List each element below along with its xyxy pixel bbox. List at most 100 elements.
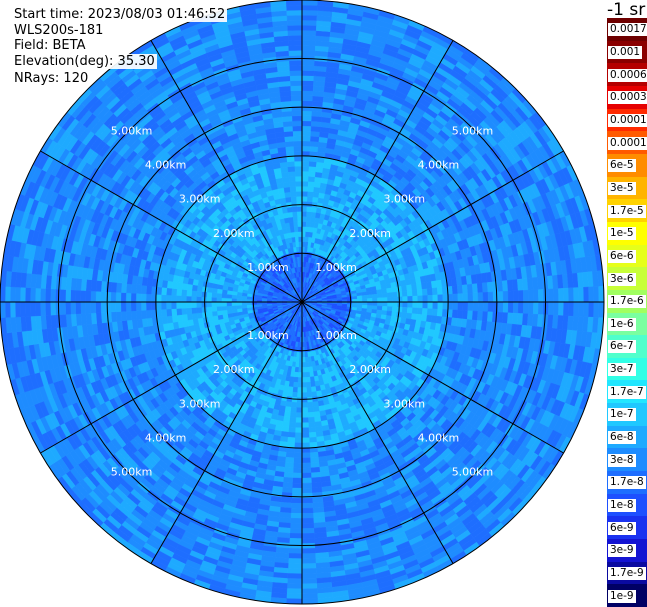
beta-gate: [462, 301, 469, 311]
beta-gate: [307, 186, 315, 193]
beta-gate: [288, 558, 303, 564]
beta-gate: [431, 308, 438, 317]
beta-gate: [301, 487, 313, 494]
beta-gate: [288, 426, 296, 433]
beta-gate: [301, 533, 315, 539]
beta-gate: [301, 186, 309, 192]
beta-gate: [305, 376, 311, 383]
beta-gate: [477, 292, 484, 303]
beta-gate: [307, 401, 314, 408]
beta-gate: [304, 361, 310, 368]
beta-gate: [301, 583, 318, 590]
beta-gate: [401, 312, 408, 319]
beta-gate: [301, 105, 313, 112]
beta-gate: [292, 386, 298, 393]
beta-gate: [416, 289, 423, 297]
beta-gate: [287, 578, 303, 585]
beta-gate: [386, 306, 393, 312]
beta-gate: [401, 285, 408, 292]
beta-gate: [563, 301, 569, 317]
beta-gate: [294, 437, 303, 444]
beta-gate: [309, 156, 318, 163]
beta-gate: [377, 297, 383, 303]
beta-gate: [301, 120, 312, 127]
beta-gate: [301, 568, 317, 575]
beta-gate: [563, 287, 569, 303]
beta-gate: [293, 452, 303, 459]
beta-gate: [301, 497, 313, 504]
beta-gate: [301, 527, 315, 534]
beta-gate: [309, 451, 319, 459]
beta-gate: [411, 307, 418, 315]
beta-gate: [301, 196, 308, 202]
beta-gate: [287, 568, 303, 575]
beta-gate: [309, 376, 315, 383]
beta-gate: [427, 294, 434, 303]
beta-gate: [301, 75, 315, 82]
beta-gate: [287, 573, 303, 580]
beta-gate: [301, 165, 310, 172]
beta-gate: [437, 301, 444, 310]
beta-gate: [371, 293, 378, 299]
beta-gate: [301, 367, 306, 373]
beta-gate: [527, 289, 534, 303]
beta-gate: [306, 396, 313, 403]
beta-gate: [297, 372, 303, 378]
beta-gate: [471, 310, 479, 321]
beta-gate: [290, 517, 303, 524]
beta-gate: [297, 377, 303, 383]
beta-gate: [402, 301, 408, 308]
beta-gate: [301, 472, 312, 479]
beta-gate: [301, 145, 311, 152]
beta-gate: [391, 286, 398, 293]
beta-gate: [457, 301, 464, 311]
beta-gate: [381, 306, 388, 312]
beta-gate: [492, 301, 499, 313]
beta-gate: [442, 294, 449, 303]
beta-gate: [301, 512, 314, 519]
beta-gate: [306, 201, 313, 208]
beta-gate: [293, 376, 299, 383]
beta-gate: [406, 312, 413, 320]
beta-gate: [522, 289, 529, 303]
beta-gate: [290, 502, 303, 509]
beta-gate: [308, 426, 316, 433]
beta-gate: [281, 486, 293, 494]
beta-gate: [309, 441, 318, 448]
beta-gate: [486, 311, 494, 323]
beta-gate: [306, 386, 312, 393]
beta-gate: [553, 301, 559, 316]
beta-gate: [301, 548, 316, 554]
beta-gate: [286, 593, 303, 600]
beta-gate: [292, 482, 303, 489]
beta-gate: [301, 578, 317, 585]
beta-gate: [558, 288, 564, 303]
beta-gate: [553, 288, 559, 303]
beta-gate: [301, 160, 310, 167]
beta-gate: [301, 482, 312, 489]
beta-gate: [308, 171, 316, 178]
beta-gate: [568, 301, 575, 317]
beta-gate: [351, 295, 358, 300]
beta-gate: [290, 401, 297, 408]
beta-gate: [512, 301, 519, 314]
beta-gate: [301, 65, 315, 71]
beta-gate: [307, 196, 314, 203]
beta-gate: [304, 346, 308, 353]
beta-gate: [452, 301, 459, 311]
beta-gate: [442, 301, 449, 310]
beta-gate: [367, 298, 373, 303]
beta-gate: [427, 301, 434, 310]
beta-gate: [441, 286, 448, 295]
beta-gate: [310, 471, 321, 479]
beta-gate: [309, 456, 320, 464]
beta-gate: [301, 29, 317, 36]
beta-gate: [361, 294, 368, 300]
beta-gate: [306, 206, 313, 213]
beta-gate: [482, 292, 489, 303]
beta-gate: [598, 285, 605, 303]
beta-gate: [305, 221, 311, 228]
beta-gate: [376, 305, 383, 311]
beta-gate: [308, 436, 317, 443]
beta-gate: [512, 290, 519, 303]
